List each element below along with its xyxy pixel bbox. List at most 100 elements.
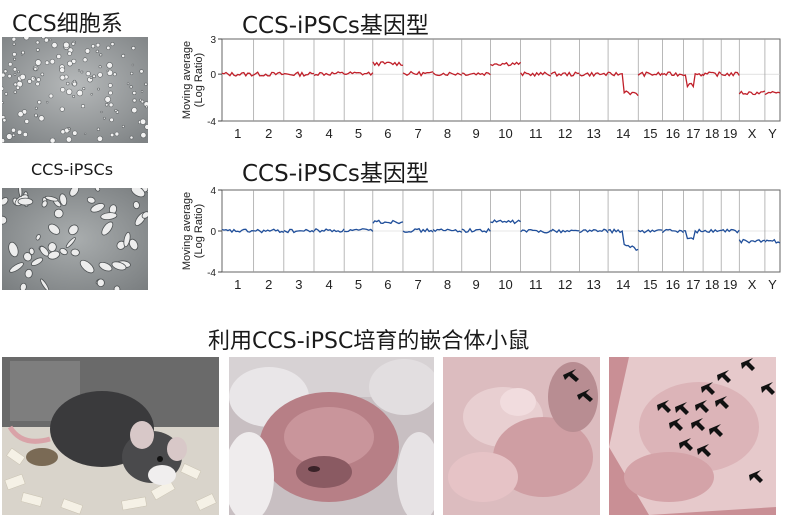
- genotype-chart-2: Moving average(Log Ratio)40-41 2 3 4 5 6 7 8 9 10…: [181, 186, 781, 292]
- series-line-chr-8: [432, 228, 463, 233]
- arrow-icon: [749, 470, 763, 483]
- y-tick-label: -4: [207, 117, 216, 128]
- series-line-chr-14: [607, 71, 639, 97]
- arrow-icon: [697, 444, 711, 457]
- x-tick-label: 8: [444, 126, 451, 141]
- x-tick-label: 2: [265, 277, 272, 292]
- series-line-chr-8: [432, 71, 463, 77]
- series-line-chr-3: [283, 228, 315, 234]
- series-line-chr-9: [461, 227, 491, 234]
- x-tick-label: 5: [355, 126, 362, 141]
- genotype-chart-1: Moving average(Log Ratio)30-41 2 3 4 5 6 7 8 9 10…: [181, 35, 781, 141]
- series-line-chr-14: [607, 228, 639, 251]
- x-tick-label: 19: [723, 277, 737, 292]
- arrow-icon: [741, 358, 755, 371]
- series-line-chr-Y: [764, 238, 781, 244]
- x-tick-label: 10: [498, 126, 512, 141]
- x-tick-label: 3: [295, 126, 302, 141]
- series-line-chr-13: [579, 228, 609, 234]
- series-line-chr-15: [637, 71, 663, 78]
- series-line-chr-19: [720, 71, 740, 77]
- arrow-icon: [717, 370, 731, 383]
- arrow-icon: [679, 438, 693, 451]
- series-line-chr-4: [313, 227, 345, 233]
- x-tick-label: 6: [384, 277, 391, 292]
- x-tick-label: 12: [558, 277, 572, 292]
- series-line-chr-4: [313, 71, 345, 77]
- series-line-chr-12: [550, 71, 580, 77]
- series-line-chr-Y: [764, 90, 781, 96]
- x-tick-label: 9: [472, 277, 479, 292]
- dissection-photo-3: [609, 357, 776, 515]
- x-tick-label: 4: [325, 277, 332, 292]
- x-tick-label: 9: [472, 126, 479, 141]
- x-tick-label: 13: [586, 277, 600, 292]
- x-tick-label: 8: [444, 277, 451, 292]
- series-line-chr-7: [402, 70, 434, 77]
- chimera-mice-title: 利用CCS-iPSC培育的嵌合体小鼠: [208, 329, 530, 354]
- arrow-icon: [675, 402, 689, 415]
- series-line-chr-17: [683, 72, 704, 89]
- arrow-icon: [657, 358, 775, 483]
- series-line-chr-10: [490, 219, 521, 225]
- x-tick-label: 1: [234, 277, 241, 292]
- x-tick-label: Y: [768, 277, 777, 292]
- series-line-chr-18: [702, 228, 722, 234]
- series-line-chr-19: [720, 228, 740, 234]
- ccs-ipscs-micrograph: [2, 188, 148, 290]
- series-line-chr-X: [738, 90, 766, 96]
- x-tick-label: Y: [768, 126, 777, 141]
- x-tick-label: 11: [529, 126, 543, 141]
- series-line-chr-2: [253, 228, 285, 234]
- series-line-chr-15: [637, 229, 663, 234]
- series-line-chr-7: [402, 227, 434, 234]
- arrow-icon: [669, 418, 683, 431]
- arrow-icon: [695, 400, 709, 413]
- x-tick-label: 13: [586, 126, 600, 141]
- series-line-chr-12: [550, 228, 580, 234]
- ccs-cell-micrograph: [2, 37, 148, 143]
- x-tick-label: 3: [295, 277, 302, 292]
- chimera-mouse-photo: [2, 357, 219, 515]
- x-tick-label: 15: [643, 126, 657, 141]
- x-tick-label: 17: [686, 126, 700, 141]
- series-line-chr-16: [662, 71, 684, 78]
- series-line-chr-13: [579, 71, 609, 78]
- y-tick-label: -4: [207, 268, 216, 279]
- ccs-ipscs-title: CCS-iPSCs: [31, 160, 114, 179]
- series-line-chr-17: [683, 228, 704, 241]
- series-line-chr-9: [461, 71, 491, 77]
- arrow-icon: [715, 396, 729, 409]
- x-tick-label: 15: [643, 277, 657, 292]
- arrow-icon: [657, 400, 671, 413]
- x-tick-label: 19: [723, 126, 737, 141]
- arrow-icon: [691, 418, 705, 431]
- x-tick-label: 12: [558, 126, 572, 141]
- genotype-title-1: CCS-iPSCs基因型: [242, 13, 429, 39]
- x-tick-label: 18: [705, 277, 719, 292]
- x-tick-label: 14: [616, 277, 630, 292]
- series-line-chr-16: [661, 228, 684, 234]
- y-tick-label: 4: [210, 186, 216, 197]
- x-tick-label: 7: [414, 277, 421, 292]
- series-line-chr-11: [520, 71, 552, 78]
- x-tick-label: 7: [414, 126, 421, 141]
- arrow-icon: [701, 382, 715, 395]
- y-axis-label: Moving average(Log Ratio): [181, 41, 205, 119]
- dissection-photo-1: [229, 357, 434, 515]
- x-tick-label: 2: [265, 126, 272, 141]
- x-tick-label: 11: [529, 277, 543, 292]
- y-tick-label: 0: [210, 70, 216, 81]
- series-line-chr-X: [738, 238, 765, 245]
- x-tick-label: 10: [498, 277, 512, 292]
- y-tick-label: 3: [210, 35, 216, 46]
- y-tick-label: 0: [210, 227, 216, 238]
- series-line-chr-2: [253, 71, 284, 77]
- arrow-icon: [709, 424, 723, 437]
- ccs-cell-line-title: CCS细胞系: [12, 12, 123, 37]
- series-line-chr-5: [344, 228, 374, 233]
- series-line-chr-11: [520, 228, 552, 234]
- x-tick-label: 5: [355, 277, 362, 292]
- series-line-chr-18: [702, 71, 722, 78]
- series-line-chr-1: [221, 228, 254, 234]
